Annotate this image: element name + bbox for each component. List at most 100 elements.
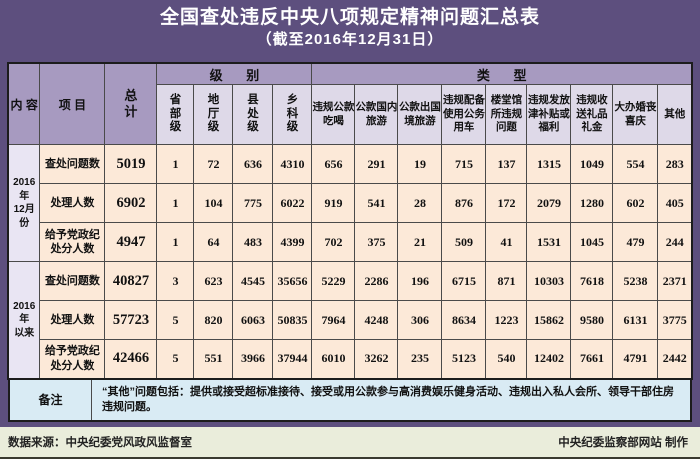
total-column-header-text: 总计 <box>124 88 138 119</box>
value-cell: 5238 <box>612 261 659 301</box>
value-cell: 775 <box>232 183 274 223</box>
value-cell: 3775 <box>657 300 693 340</box>
header-band-row: 内 容 项 目 总计 级 别 类 型 <box>7 62 693 145</box>
footer-credit: 中央纪委监察部网站 制作 <box>558 437 688 449</box>
type-column-header: 大办婚丧喜庆 <box>612 84 659 145</box>
value-cell: 5 <box>156 300 195 340</box>
row-label: 处理人数 <box>39 300 106 340</box>
level-column-header-text: 地厅级 <box>207 93 220 134</box>
level-column-header-text: 乡科级 <box>286 93 299 134</box>
value-cell: 64 <box>193 222 234 262</box>
type-column-header: 违规发放津补贴或福利 <box>526 84 572 145</box>
value-cell: 19 <box>397 144 443 184</box>
value-cell: 37944 <box>272 339 313 379</box>
value-cell: 3966 <box>232 339 274 379</box>
type-column-header: 违规配备使用公务用车 <box>441 84 487 145</box>
type-column-header: 楼堂馆所违规问题 <box>485 84 528 145</box>
value-cell: 623 <box>193 261 234 301</box>
type-column-header: 其他 <box>657 84 693 145</box>
total-value-cell: 40827 <box>104 261 158 301</box>
value-cell: 1045 <box>570 222 614 262</box>
value-cell: 2371 <box>657 261 693 301</box>
value-cell: 483 <box>232 222 274 262</box>
total-value-cell: 6902 <box>104 183 158 223</box>
value-cell: 244 <box>657 222 693 262</box>
row-label: 处理人数 <box>39 183 106 223</box>
value-cell: 10303 <box>526 261 572 301</box>
value-cell: 35656 <box>272 261 313 301</box>
value-cell: 21 <box>397 222 443 262</box>
value-cell: 12402 <box>526 339 572 379</box>
value-cell: 291 <box>354 144 399 184</box>
value-cell: 8634 <box>441 300 487 340</box>
footer-source: 数据来源：中央纪委党风政风监督室 <box>8 437 192 449</box>
page-subtitle: （截至2016年12月31日） <box>256 30 444 48</box>
value-cell: 4791 <box>612 339 659 379</box>
note-label: 备注 <box>10 379 92 420</box>
level-column-header-text: 省部级 <box>169 93 182 134</box>
type-column-header: 公款国内旅游 <box>354 84 399 145</box>
total-value-cell: 4947 <box>104 222 158 262</box>
value-cell: 551 <box>193 339 234 379</box>
value-cell: 137 <box>485 144 528 184</box>
value-cell: 1223 <box>485 300 528 340</box>
value-cell: 479 <box>612 222 659 262</box>
value-cell: 235 <box>397 339 443 379</box>
level-column-header: 省部级 <box>156 84 195 145</box>
table-row: 处理人数 57723 5 820 6063 50835 7964 4248 306 8634 122… <box>8 300 693 340</box>
subheader-row: 省部级 地厅级 县处级 乡科级 违规公款吃喝 公款国内旅游 公款出国境旅游 违规配备使用公务用… <box>8 84 693 145</box>
value-cell: 554 <box>612 144 659 184</box>
row-label: 给予党政纪处分人数 <box>39 339 106 379</box>
table-body: 2016年 12月份 查处问题数 5019 1 72 636 4310 656 291 19 715… <box>7 144 693 379</box>
value-cell: 6022 <box>272 183 313 223</box>
table-row: 2016年 以来 查处问题数 40827 3 623 4545 35656 5229 2286 1… <box>7 261 693 379</box>
value-cell: 28 <box>397 183 443 223</box>
value-cell: 4248 <box>354 300 399 340</box>
note-row: 备注 “其他”问题包括：提供或接受超标准接待、接受或用公款参与高消费娱乐健身活动… <box>8 377 692 422</box>
row-label: 给予党政纪处分人数 <box>39 222 106 262</box>
level-column-header: 地厅级 <box>193 84 234 145</box>
level-column-header-text: 县处级 <box>247 93 259 134</box>
value-cell: 5229 <box>311 261 356 301</box>
value-cell: 405 <box>657 183 693 223</box>
value-cell: 6131 <box>612 300 659 340</box>
value-cell: 876 <box>441 183 487 223</box>
value-cell: 820 <box>193 300 234 340</box>
level-column-header: 乡科级 <box>272 84 313 145</box>
value-cell: 2079 <box>526 183 572 223</box>
value-cell: 7618 <box>570 261 614 301</box>
value-cell: 4545 <box>232 261 274 301</box>
value-cell: 4310 <box>272 144 313 184</box>
value-cell: 1 <box>156 144 195 184</box>
table-row: 处理人数 6902 1 104 775 6022 919 541 28 876 172 2079 128… <box>8 183 693 223</box>
value-cell: 375 <box>354 222 399 262</box>
content-column-header: 内 容 <box>7 62 41 145</box>
total-value-cell: 57723 <box>104 300 158 340</box>
value-cell: 72 <box>193 144 234 184</box>
value-cell: 1 <box>156 183 195 223</box>
value-cell: 6715 <box>441 261 487 301</box>
value-cell: 1280 <box>570 183 614 223</box>
type-column-header: 违规收送礼品礼金 <box>570 84 614 145</box>
value-cell: 6010 <box>311 339 356 379</box>
footer-bar: 数据来源：中央纪委党风政风监督室 中央纪委监察部网站 制作 <box>0 427 700 459</box>
total-column-header: 总计 <box>104 62 158 145</box>
value-cell: 1049 <box>570 144 614 184</box>
value-cell: 9580 <box>570 300 614 340</box>
value-cell: 7964 <box>311 300 356 340</box>
value-cell: 1 <box>156 222 195 262</box>
page-title: 全国查处违反中央八项规定精神问题汇总表 <box>159 7 540 28</box>
total-value-cell: 5019 <box>104 144 158 184</box>
value-cell: 715 <box>441 144 487 184</box>
row-label: 查处问题数 <box>39 261 106 301</box>
type-column-header: 违规公款吃喝 <box>311 84 356 145</box>
value-cell: 6063 <box>232 300 274 340</box>
value-cell: 2442 <box>657 339 693 379</box>
value-cell: 196 <box>397 261 443 301</box>
project-column-header: 项 目 <box>39 62 106 145</box>
row-group-label: 2016年 以来 <box>7 261 41 379</box>
value-cell: 540 <box>485 339 528 379</box>
value-cell: 306 <box>397 300 443 340</box>
value-cell: 5 <box>156 339 195 379</box>
